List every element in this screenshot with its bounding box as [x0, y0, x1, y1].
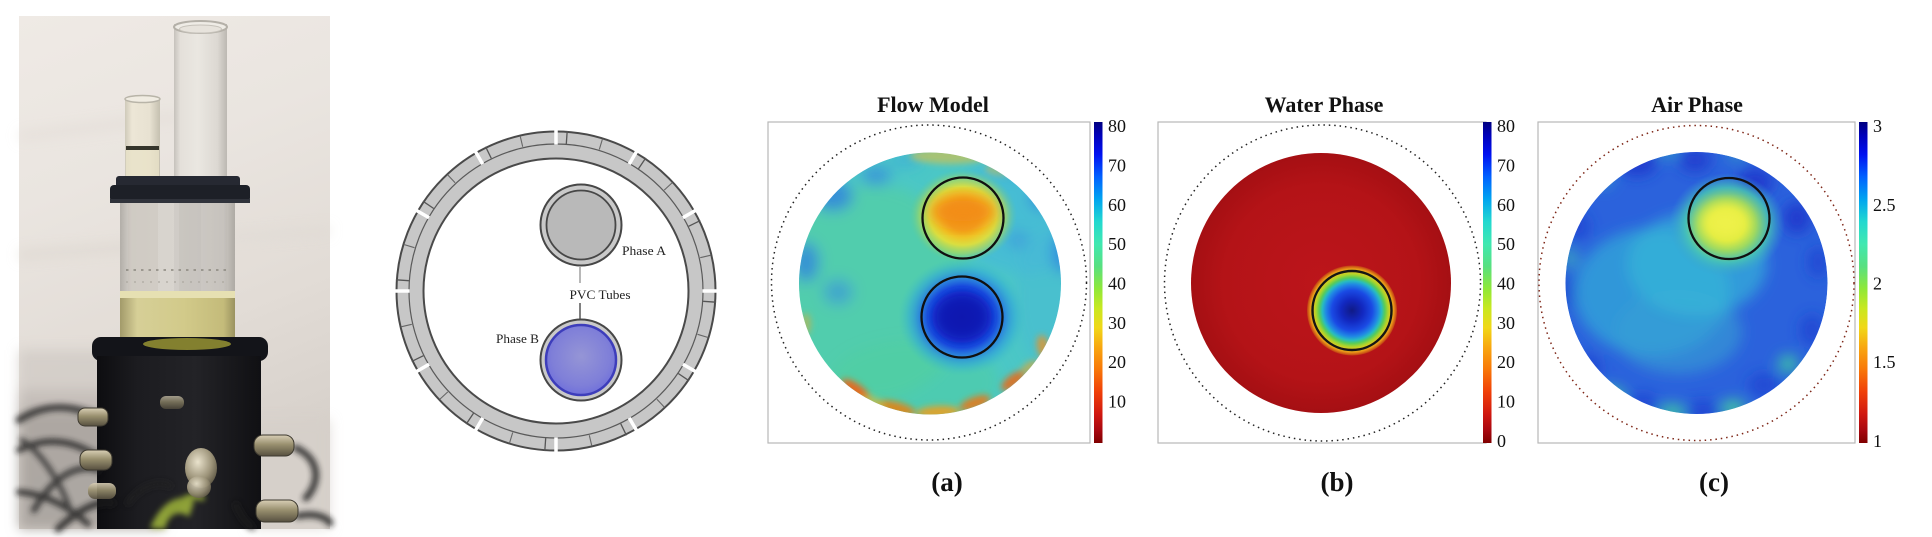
- svg-text:80: 80: [1497, 116, 1515, 136]
- svg-text:Flow Model: Flow Model: [877, 92, 989, 117]
- svg-text:60: 60: [1108, 195, 1126, 215]
- svg-text:PVC Tubes: PVC Tubes: [570, 288, 631, 302]
- svg-text:2: 2: [1873, 274, 1882, 294]
- svg-text:3: 3: [1873, 116, 1882, 136]
- svg-text:Phase B: Phase B: [496, 332, 539, 346]
- svg-text:10: 10: [1108, 392, 1126, 412]
- svg-text:Phase A: Phase A: [622, 244, 666, 258]
- svg-text:60: 60: [1497, 195, 1515, 215]
- svg-text:2.5: 2.5: [1873, 195, 1896, 215]
- svg-text:1: 1: [1873, 431, 1882, 451]
- svg-text:40: 40: [1497, 274, 1515, 294]
- svg-text:(c): (c): [1699, 467, 1729, 497]
- svg-text:(a): (a): [931, 467, 962, 497]
- svg-text:(b): (b): [1321, 467, 1354, 497]
- svg-text:1.5: 1.5: [1873, 352, 1896, 372]
- svg-text:30: 30: [1108, 313, 1126, 333]
- svg-text:50: 50: [1497, 234, 1515, 254]
- svg-text:Air Phase: Air Phase: [1651, 92, 1743, 117]
- svg-text:50: 50: [1108, 234, 1126, 254]
- svg-text:30: 30: [1497, 313, 1515, 333]
- svg-text:70: 70: [1497, 155, 1515, 175]
- svg-text:10: 10: [1497, 392, 1515, 412]
- svg-text:20: 20: [1497, 352, 1515, 372]
- svg-text:0: 0: [1497, 431, 1506, 451]
- svg-text:40: 40: [1108, 274, 1126, 294]
- svg-text:Water Phase: Water Phase: [1265, 92, 1384, 117]
- svg-text:80: 80: [1108, 116, 1126, 136]
- svg-text:20: 20: [1108, 352, 1126, 372]
- svg-text:70: 70: [1108, 155, 1126, 175]
